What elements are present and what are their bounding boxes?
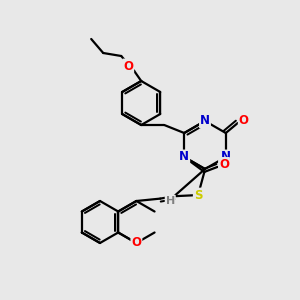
Text: O: O bbox=[219, 158, 229, 171]
Text: N: N bbox=[200, 115, 210, 128]
Text: O: O bbox=[239, 113, 249, 127]
Text: S: S bbox=[194, 189, 202, 202]
Text: O: O bbox=[131, 236, 141, 250]
Text: O: O bbox=[123, 59, 133, 73]
Text: N: N bbox=[221, 151, 231, 164]
Text: H: H bbox=[166, 196, 175, 206]
Text: N: N bbox=[179, 151, 189, 164]
